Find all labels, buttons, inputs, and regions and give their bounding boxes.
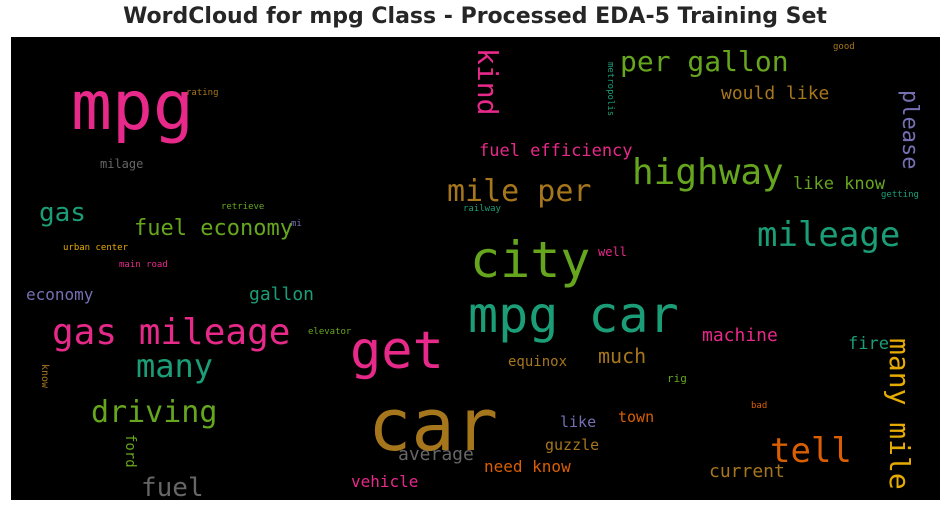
word-per-gallon: per gallon [620,45,789,78]
word-would-like: would like [721,83,830,104]
word-economy: economy [26,285,94,304]
word-mile-per: mile per [447,174,592,209]
word-highway: highway [632,152,784,193]
word-metropolis: metropolis [605,62,615,117]
word-many-mile: many mile [883,338,916,490]
word-fuel-economy: fuel economy [134,216,293,241]
word-good: good [833,42,855,52]
word-car: car [368,383,499,467]
word-milage: milage [100,157,144,171]
word-like: like [560,413,597,431]
word-well: well [598,245,627,259]
word-average: average [398,444,474,465]
word-vehicle: vehicle [351,472,419,491]
word-kind: kind [471,48,504,116]
word-mi: mi [291,219,302,229]
word-driving: driving [91,395,218,430]
word-many: many [136,347,214,385]
word-rig: rig [667,372,687,385]
word-like-know: like know [793,174,886,194]
word-rating: rating [186,88,219,98]
word-cloud: mpg car mpg car city get gas mileage hig… [11,37,940,500]
word-guzzle: guzzle [545,436,600,454]
word-railway: railway [463,204,501,214]
word-know: know [39,364,50,389]
word-equinox: equinox [508,354,568,370]
word-current: current [709,461,785,482]
word-retrieve: retrieve [221,202,265,212]
word-elevator: elevator [308,327,352,337]
word-tell: tell [770,431,852,471]
word-machine: machine [702,325,778,346]
word-city: city [470,231,591,289]
word-main-road: main road [119,260,168,270]
word-mpg: mpg [71,67,194,146]
word-much: much [598,344,647,368]
word-need-know: need know [484,457,571,476]
word-fuel: fuel [141,473,204,500]
word-mileage: mileage [757,215,901,255]
word-mpg-car: mpg car [468,286,679,344]
word-ford: ford [122,434,138,468]
chart-title: WordCloud for mpg Class - Processed EDA-… [123,4,827,29]
word-gas: gas [39,198,86,228]
word-get: get [350,321,444,381]
word-getting: getting [881,190,919,200]
word-gas-mileage: gas mileage [52,312,291,353]
word-fire: fire [848,334,889,354]
word-urban-center: urban center [63,243,129,253]
word-bad: bad [751,401,768,411]
word-town: town [618,408,655,426]
word-fuel-efficiency: fuel efficiency [479,141,633,161]
word-please: please [897,90,922,170]
word-gallon: gallon [249,284,315,305]
